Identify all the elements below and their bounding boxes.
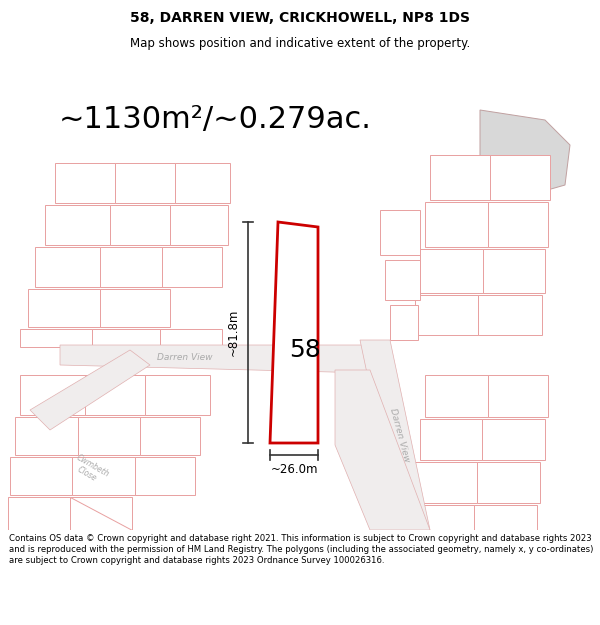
Polygon shape: [390, 305, 418, 340]
Polygon shape: [412, 505, 474, 530]
Polygon shape: [483, 249, 545, 293]
Polygon shape: [100, 247, 162, 287]
Polygon shape: [15, 417, 78, 455]
Polygon shape: [477, 462, 540, 503]
Text: Contains OS data © Crown copyright and database right 2021. This information is : Contains OS data © Crown copyright and d…: [9, 534, 593, 565]
Polygon shape: [385, 260, 420, 300]
Polygon shape: [20, 375, 85, 415]
Polygon shape: [478, 295, 542, 335]
Polygon shape: [420, 249, 483, 293]
Polygon shape: [8, 497, 70, 530]
Text: Darren View: Darren View: [388, 407, 412, 463]
Polygon shape: [490, 155, 550, 200]
Text: 58, DARREN VIEW, CRICKHOWELL, NP8 1DS: 58, DARREN VIEW, CRICKHOWELL, NP8 1DS: [130, 11, 470, 25]
Polygon shape: [360, 340, 430, 530]
Polygon shape: [55, 163, 115, 203]
Polygon shape: [85, 375, 145, 415]
Polygon shape: [425, 375, 488, 417]
Polygon shape: [135, 457, 195, 495]
Polygon shape: [45, 205, 110, 245]
Polygon shape: [488, 375, 548, 417]
Polygon shape: [474, 505, 537, 530]
Polygon shape: [270, 222, 318, 443]
Polygon shape: [425, 202, 488, 247]
Polygon shape: [140, 417, 200, 455]
Text: Map shows position and indicative extent of the property.: Map shows position and indicative extent…: [130, 38, 470, 51]
Polygon shape: [78, 417, 140, 455]
Polygon shape: [420, 419, 482, 460]
Polygon shape: [480, 110, 570, 195]
Polygon shape: [35, 247, 100, 287]
Polygon shape: [162, 247, 222, 287]
Polygon shape: [72, 457, 135, 495]
Polygon shape: [60, 345, 380, 373]
Polygon shape: [145, 375, 210, 415]
Polygon shape: [160, 329, 222, 347]
Polygon shape: [170, 205, 228, 245]
Text: 58: 58: [289, 338, 321, 362]
Polygon shape: [115, 163, 175, 203]
Polygon shape: [380, 210, 420, 255]
Polygon shape: [20, 329, 92, 347]
Text: ~81.8m: ~81.8m: [227, 309, 240, 356]
Polygon shape: [335, 370, 430, 530]
Polygon shape: [488, 202, 548, 247]
Polygon shape: [10, 457, 72, 495]
Polygon shape: [430, 155, 490, 200]
Text: Cwmbeth
Close: Cwmbeth Close: [70, 452, 110, 488]
Text: ~26.0m: ~26.0m: [270, 463, 318, 476]
Polygon shape: [482, 419, 545, 460]
Polygon shape: [92, 329, 160, 347]
Polygon shape: [100, 289, 170, 327]
Polygon shape: [28, 289, 100, 327]
Polygon shape: [415, 462, 477, 503]
Polygon shape: [30, 350, 150, 430]
Polygon shape: [415, 295, 478, 335]
Polygon shape: [110, 205, 170, 245]
Text: Darren View: Darren View: [157, 352, 213, 361]
Text: ~1130m²/~0.279ac.: ~1130m²/~0.279ac.: [59, 105, 371, 134]
Polygon shape: [70, 497, 132, 530]
Polygon shape: [175, 163, 230, 203]
